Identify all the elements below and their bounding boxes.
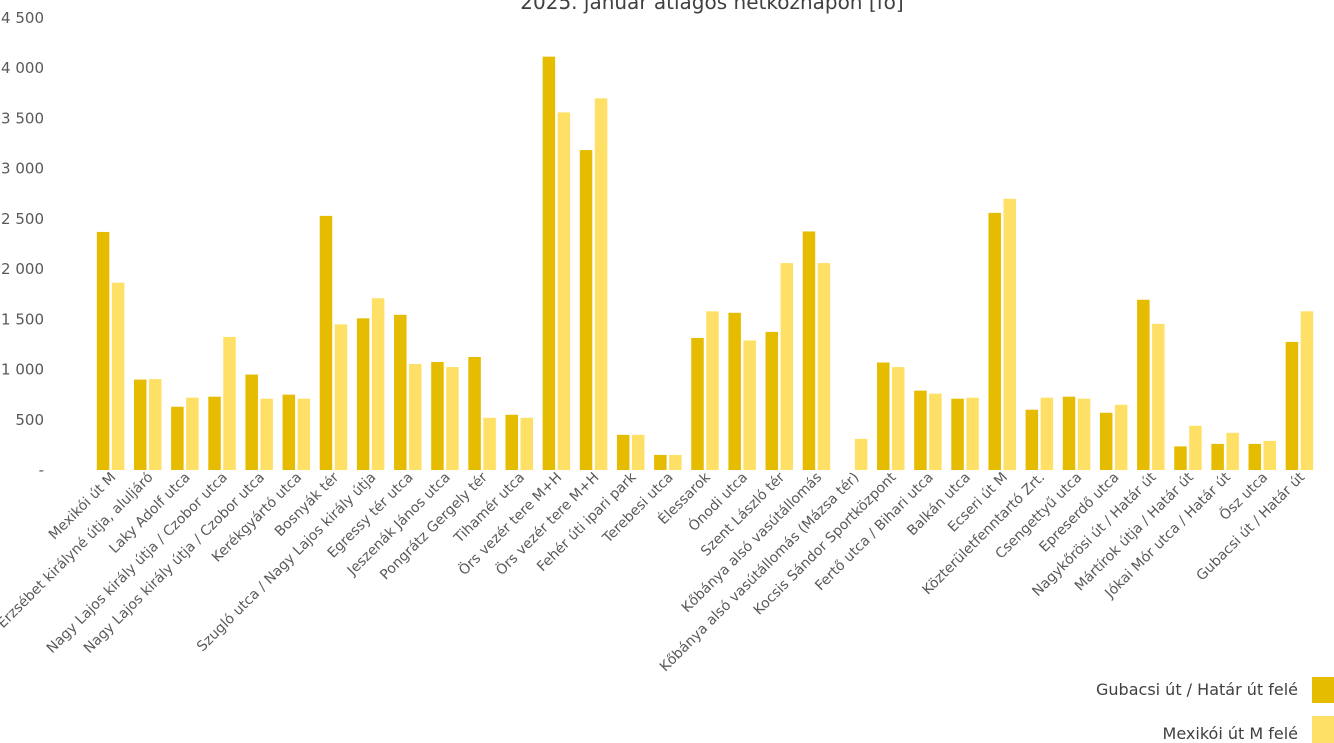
- y-tick-label: 3 500: [1, 109, 44, 127]
- bar-series-2: [557, 112, 571, 471]
- bar-series-1: [208, 396, 221, 470]
- bar-series-1: [1099, 412, 1113, 470]
- legend-swatch-series-1: [1312, 677, 1334, 703]
- bar-series-2: [1300, 311, 1314, 470]
- bar-series-2: [1114, 404, 1128, 470]
- bar-series-2: [1040, 397, 1054, 470]
- bar-series-1: [96, 231, 110, 470]
- bars-group: [96, 56, 1314, 471]
- bar-series-2: [669, 454, 682, 470]
- bar-series-2: [1226, 432, 1239, 470]
- bar-series-1: [988, 212, 1001, 471]
- y-tick-label: 500: [15, 411, 44, 429]
- bar-series-1: [765, 331, 779, 470]
- y-axis: - 500 1 000 1 500 2 000 2 500 3 000 3 500 4 000 4…: [1, 9, 44, 479]
- bar-series-1: [951, 398, 964, 470]
- bar-series-1: [1137, 299, 1150, 470]
- bar-series-2: [148, 379, 162, 470]
- bar-series-2: [854, 438, 868, 470]
- legend-swatch-series-2: [1312, 716, 1334, 743]
- bar-series-2: [594, 98, 608, 471]
- bar-series-2: [483, 417, 496, 470]
- bar-series-1: [654, 454, 667, 470]
- bar-series-2: [409, 364, 422, 470]
- bar-series-2: [892, 367, 905, 470]
- bar-series-1: [245, 374, 258, 470]
- bar-series-2: [1152, 323, 1165, 470]
- legend: Gubacsi út / Határ út felé Mexikói út M …: [1096, 677, 1334, 743]
- bar-series-2: [186, 397, 199, 470]
- y-tick-label: 2 000: [1, 260, 44, 278]
- bar-series-2: [929, 393, 942, 470]
- bar-series-1: [1285, 341, 1299, 470]
- bar-series-1: [468, 357, 481, 470]
- y-tick-label: 4 000: [1, 59, 44, 77]
- bar-series-2: [297, 398, 311, 470]
- bar-series-1: [728, 312, 741, 470]
- y-tick-label: -: [39, 461, 44, 479]
- bar-series-1: [542, 56, 556, 471]
- bar-series-2: [1077, 398, 1091, 470]
- bar-series-1: [579, 150, 593, 470]
- bar-series-1: [1174, 446, 1187, 470]
- bar-series-2: [446, 367, 459, 470]
- bar-series-2: [223, 336, 236, 470]
- bar-series-2: [1189, 425, 1202, 470]
- bar-series-1: [133, 379, 147, 470]
- y-tick-label: 3 000: [1, 160, 44, 178]
- bar-series-1: [356, 318, 370, 470]
- bar-series-1: [1248, 443, 1262, 470]
- legend-label-series-2: Mexikói út M felé: [1163, 724, 1298, 743]
- bar-series-1: [1211, 443, 1224, 470]
- bar-series-1: [616, 434, 630, 470]
- bar-series-2: [1003, 198, 1016, 471]
- bar-series-1: [431, 362, 444, 470]
- bar-series-2: [743, 340, 756, 470]
- chart-title: 2025. január átlagos hétköznapon [fő]: [520, 0, 903, 14]
- bar-series-2: [111, 282, 125, 470]
- bar-series-2: [780, 263, 794, 470]
- bar-series-1: [1062, 396, 1076, 470]
- bar-series-2: [1263, 440, 1277, 470]
- bar-series-1: [282, 394, 296, 470]
- bar-series-2: [260, 398, 273, 470]
- bar-series-2: [706, 311, 719, 470]
- legend-item-series-1: Gubacsi út / Határ út felé: [1096, 677, 1334, 703]
- y-tick-label: 2 500: [1, 210, 44, 228]
- bar-series-1: [877, 362, 890, 470]
- y-tick-label: 1 500: [1, 310, 44, 328]
- bar-series-1: [691, 337, 704, 470]
- bar-series-2: [631, 434, 645, 470]
- bar-series-1: [914, 390, 927, 470]
- bar-series-2: [817, 263, 831, 470]
- bar-series-2: [520, 417, 533, 470]
- bar-series-1: [1025, 409, 1039, 470]
- bar-series-2: [966, 397, 979, 470]
- bar-series-1: [802, 231, 816, 470]
- bar-series-1: [319, 215, 333, 470]
- bar-series-2: [334, 324, 348, 470]
- bar-series-2: [371, 298, 385, 470]
- legend-item-series-2: Mexikói út M felé: [1163, 716, 1334, 743]
- bar-series-1: [171, 406, 184, 470]
- y-tick-label: 1 000: [1, 361, 44, 379]
- bar-series-1: [394, 314, 407, 470]
- y-tick-label: 4 500: [1, 9, 44, 27]
- bar-series-1: [505, 414, 518, 470]
- legend-label-series-1: Gubacsi út / Határ út felé: [1096, 680, 1298, 699]
